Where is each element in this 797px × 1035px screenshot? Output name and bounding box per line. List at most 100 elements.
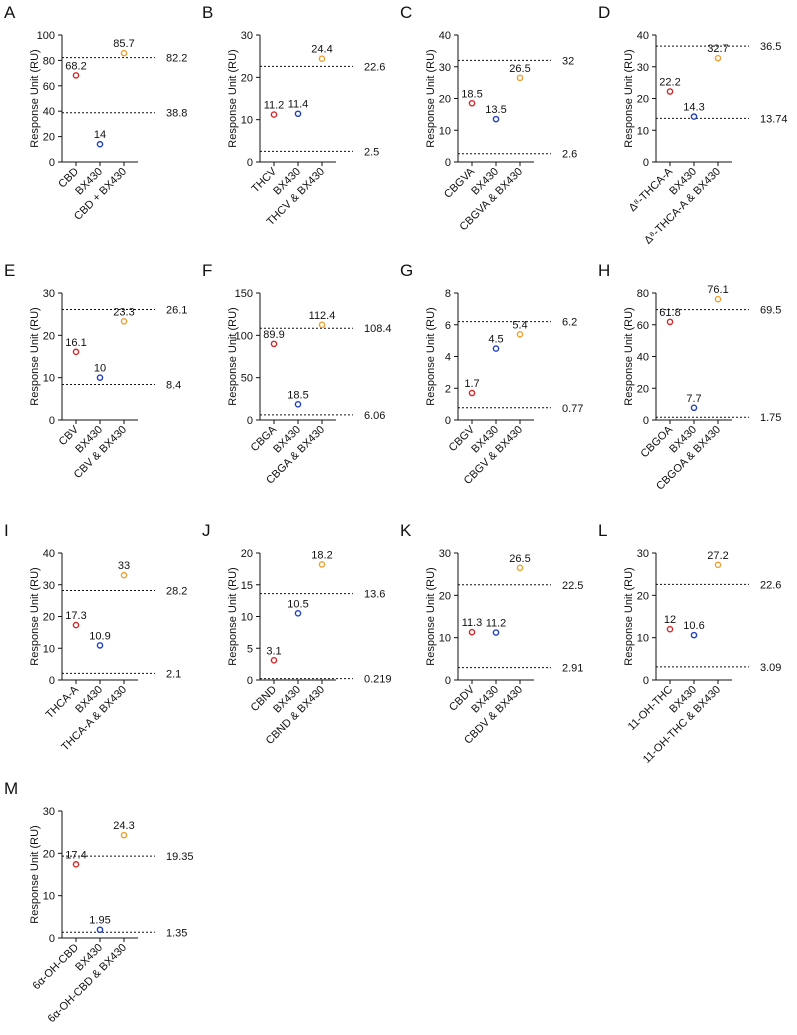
- value-label: 22.2: [659, 77, 680, 89]
- panel-letter: J: [202, 521, 211, 540]
- value-label: 5.4: [512, 319, 527, 331]
- value-label: 1.95: [89, 915, 110, 927]
- y-axis-title: Response Unit (RU): [425, 307, 437, 405]
- value-label: 10.9: [89, 630, 110, 642]
- value-label: 26.5: [509, 63, 530, 75]
- data-point: [468, 389, 476, 397]
- y-tick-label: 150: [235, 288, 253, 300]
- data-point: [96, 926, 104, 934]
- value-label: 10: [94, 363, 106, 375]
- y-tick-label: 40: [637, 30, 649, 42]
- y-tick-label: 30: [43, 806, 55, 818]
- y-tick-label: 100: [37, 30, 55, 42]
- y-tick-label: 0: [49, 157, 55, 169]
- reference-label: 0.219: [364, 674, 392, 686]
- value-label: 18.5: [461, 88, 482, 100]
- value-label: 24.4: [311, 44, 332, 56]
- data-point: [270, 657, 278, 664]
- data-point: [516, 74, 524, 82]
- panel-letter: C: [400, 3, 412, 22]
- reference-label: 1.75: [760, 412, 781, 424]
- y-tick-label: 80: [43, 55, 55, 67]
- data-point: [72, 348, 80, 356]
- y-tick-label: 0: [445, 415, 451, 427]
- y-tick-label: 0: [643, 415, 649, 427]
- y-tick-label: 30: [43, 288, 55, 300]
- data-point: [96, 374, 104, 381]
- reference-label: 82.2: [166, 53, 187, 65]
- value-label: 13.5: [485, 104, 506, 116]
- y-tick-label: 0: [445, 675, 451, 687]
- reference-label: 38.8: [166, 108, 187, 120]
- y-tick-label: 20: [43, 132, 55, 144]
- value-label: 27.2: [707, 550, 728, 562]
- y-tick-label: 0: [49, 675, 55, 687]
- value-label: 3.1: [266, 645, 281, 657]
- y-tick-label: 10: [439, 125, 451, 137]
- y-axis-title: Response Unit (RU): [623, 307, 635, 405]
- panel-letter: F: [202, 261, 212, 280]
- value-label: 7.7: [686, 393, 701, 405]
- value-label: 17.3: [65, 610, 86, 622]
- y-tick-label: 20: [43, 848, 55, 860]
- value-label: 18.2: [311, 549, 332, 561]
- reference-label: 6.06: [364, 410, 385, 422]
- panel-letter: D: [598, 3, 610, 22]
- y-tick-label: 20: [43, 612, 55, 624]
- y-tick-label: 30: [43, 580, 55, 592]
- data-point: [318, 55, 326, 63]
- value-label: 11.3: [462, 617, 483, 629]
- data-point: [714, 295, 722, 303]
- panel-letter: M: [4, 779, 18, 798]
- reference-label: 22.6: [760, 579, 781, 591]
- y-tick-label: 4: [445, 352, 451, 364]
- panel-letter: B: [202, 3, 213, 22]
- value-label: 10.5: [287, 598, 308, 610]
- y-tick-label: 30: [637, 62, 649, 74]
- y-tick-label: 40: [439, 30, 451, 42]
- y-tick-label: 15: [241, 580, 253, 592]
- value-label: 14.3: [683, 102, 704, 114]
- data-point: [690, 404, 698, 412]
- value-label: 14: [94, 129, 106, 141]
- value-label: 89.9: [263, 329, 284, 341]
- data-point: [690, 631, 698, 639]
- data-point: [318, 321, 326, 329]
- value-label: 11.4: [288, 99, 309, 111]
- y-tick-label: 10: [637, 633, 649, 645]
- reference-label: 6.2: [562, 317, 577, 329]
- y-tick-label: 10: [43, 373, 55, 385]
- value-label: 16.1: [65, 337, 86, 349]
- reference-label: 13.6: [364, 589, 385, 601]
- value-label: 32.7: [707, 43, 728, 55]
- reference-label: 22.6: [364, 61, 385, 73]
- y-tick-label: 0: [643, 157, 649, 169]
- y-tick-label: 60: [43, 81, 55, 93]
- value-label: 17.4: [65, 849, 86, 861]
- panel-letter: E: [4, 261, 15, 280]
- y-tick-label: 50: [241, 373, 253, 385]
- y-tick-label: 20: [637, 94, 649, 106]
- panel-letter: L: [598, 521, 607, 540]
- panel-letter: K: [400, 521, 412, 540]
- x-tick-label: CBGOA: [639, 423, 676, 460]
- value-label: 61.8: [659, 307, 680, 319]
- data-point: [294, 401, 302, 408]
- data-point: [318, 561, 326, 568]
- data-point: [666, 318, 674, 326]
- data-point: [714, 561, 722, 569]
- y-axis-title: Response Unit (RU): [227, 49, 239, 147]
- y-axis-title: Response Unit (RU): [29, 49, 41, 147]
- y-tick-label: 2: [445, 383, 451, 395]
- data-point: [120, 831, 128, 839]
- reference-label: 69.5: [760, 305, 781, 317]
- value-label: 85.7: [113, 38, 134, 50]
- data-point: [294, 110, 302, 118]
- data-point: [492, 629, 500, 636]
- y-tick-label: 10: [637, 125, 649, 137]
- y-tick-label: 0: [247, 675, 253, 687]
- y-tick-label: 40: [43, 106, 55, 118]
- reference-label: 8.4: [166, 379, 181, 391]
- panel-letter: G: [400, 261, 413, 280]
- data-point: [270, 340, 278, 348]
